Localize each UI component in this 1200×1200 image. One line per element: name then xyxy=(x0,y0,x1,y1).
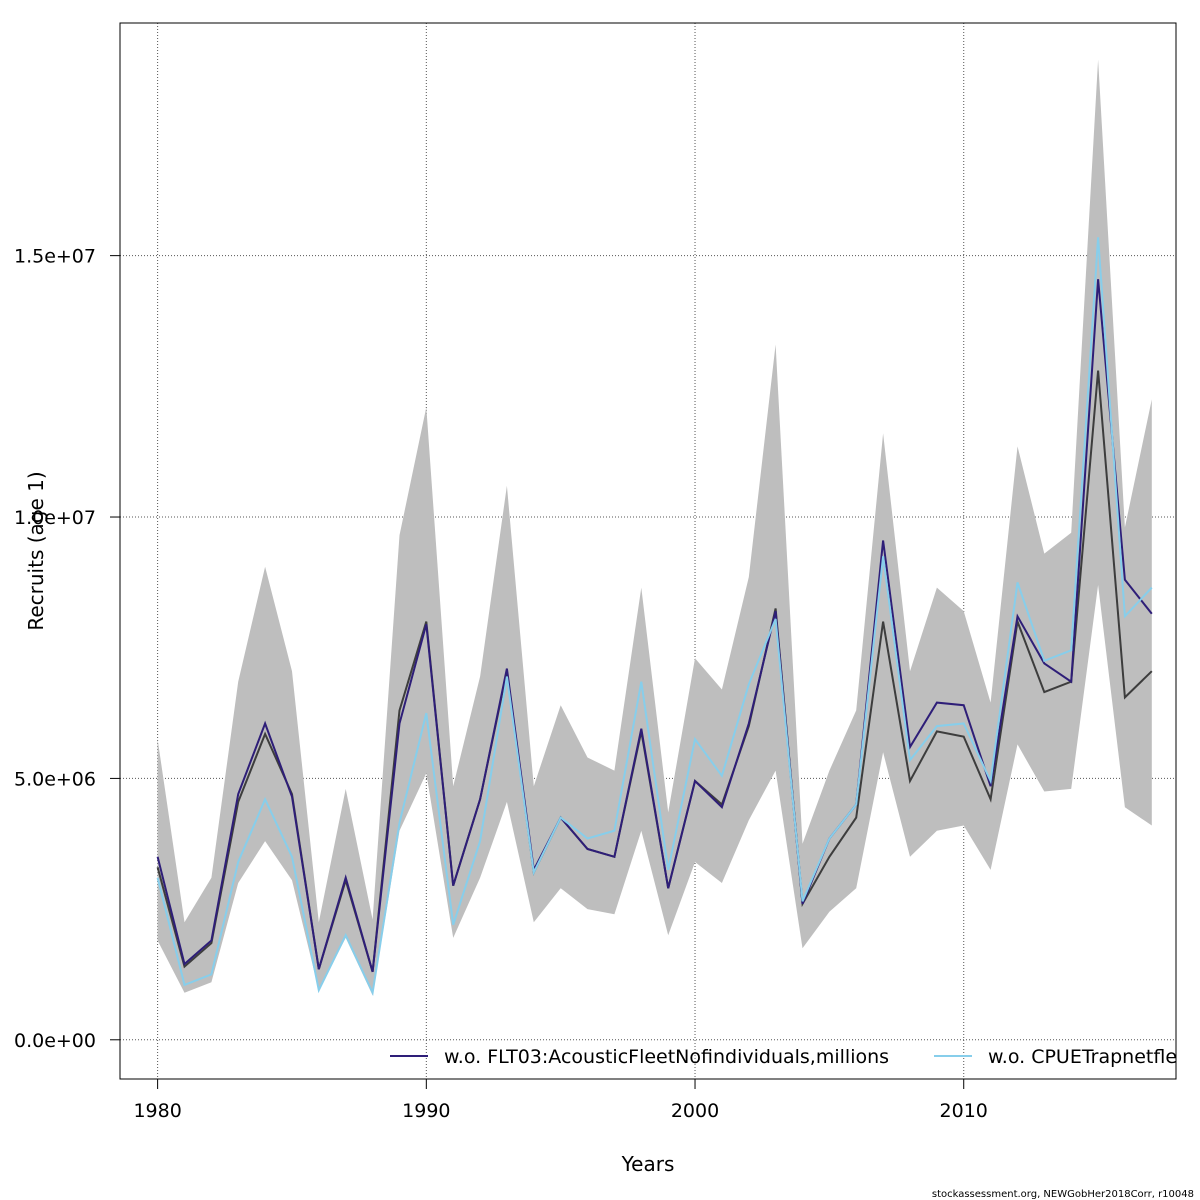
plot-frame xyxy=(119,22,1177,1080)
x-tick-label: 1990 xyxy=(402,1100,450,1122)
x-axis-title: Years xyxy=(621,1152,675,1176)
x-tick-label: 1980 xyxy=(133,1100,181,1122)
legend-label-flt03: w.o. FLT03:AcousticFleetNofindividuals,m… xyxy=(444,1046,889,1068)
y-tick-label: 1.0e+07 xyxy=(14,507,96,529)
axes: 1980 1990 2000 2010 0.0e+00 5.0e+06 1.0e+07 1.5… xyxy=(14,246,988,1122)
confidence-band xyxy=(157,59,1152,996)
y-tick-label: 1.5e+07 xyxy=(14,246,96,268)
legend: w.o. FLT03:AcousticFleetNofindividuals,m… xyxy=(390,1046,1196,1068)
legend-label-cpue-trapnet: w.o. CPUETrapnetfleet xyxy=(988,1046,1196,1068)
x-tick-label: 2000 xyxy=(671,1100,719,1122)
series-line-wo-cpue-trapnet xyxy=(156,237,1153,997)
credit-text: stockassessment.org, NEWGobHer2018Corr, … xyxy=(932,1189,1194,1200)
y-axis-title: Recruits (age 1) xyxy=(24,471,48,630)
x-tick-label: 2010 xyxy=(940,1100,988,1122)
y-tick-label: 5.0e+06 xyxy=(14,768,96,790)
y-tick-label: 0.0e+00 xyxy=(14,1030,96,1052)
plot-area xyxy=(156,59,1153,997)
